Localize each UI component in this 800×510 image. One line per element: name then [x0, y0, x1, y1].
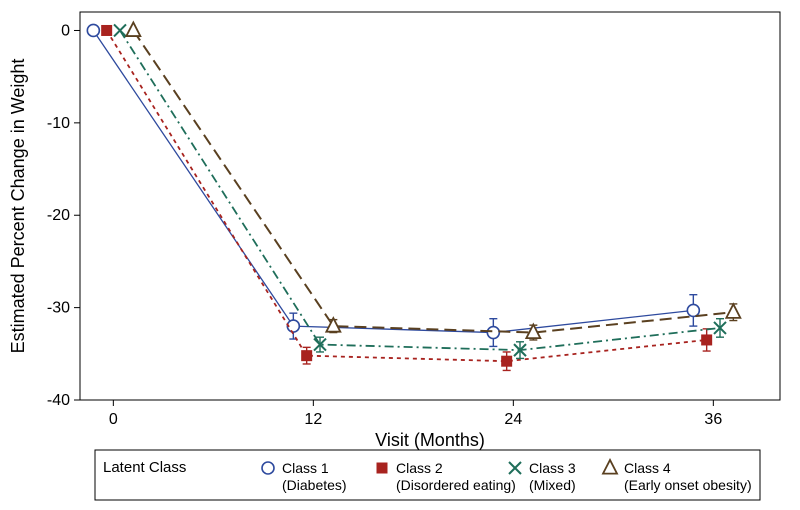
y-tick-label: -30: [47, 300, 70, 317]
legend-label: Class 2: [396, 460, 443, 476]
y-axis-label: Estimated Percent Change in Weight: [8, 59, 28, 354]
y-tick-label: 0: [61, 22, 70, 39]
x-tick-label: 24: [504, 411, 522, 428]
x-tick-label: 0: [109, 411, 118, 428]
y-tick-label: -10: [47, 115, 70, 132]
y-tick-label: -20: [47, 207, 70, 224]
x-axis-label: Visit (Months): [375, 430, 485, 450]
legend-label: Class 3: [529, 460, 576, 476]
chart-container: 0 -10 -20 -30 -40 0 12 24 36 Visit (Months) Estima…: [0, 0, 800, 510]
x-tick-label: 36: [704, 411, 722, 428]
legend-sublabel: (Mixed): [529, 477, 576, 493]
y-tick-label: -40: [47, 392, 70, 409]
x-tick-label: 12: [304, 411, 322, 428]
legend-sublabel: (Early onset obesity): [624, 477, 752, 493]
legend-label: Class 4: [624, 460, 671, 476]
legend-label: Class 1: [282, 460, 329, 476]
legend-sublabel: (Diabetes): [282, 477, 347, 493]
legend-title: Latent Class: [103, 459, 186, 476]
legend-sublabel: (Disordered eating): [396, 477, 516, 493]
weight-change-line-chart: 0 -10 -20 -30 -40 0 12 24 36 Visit (Months) Estima…: [0, 0, 800, 510]
